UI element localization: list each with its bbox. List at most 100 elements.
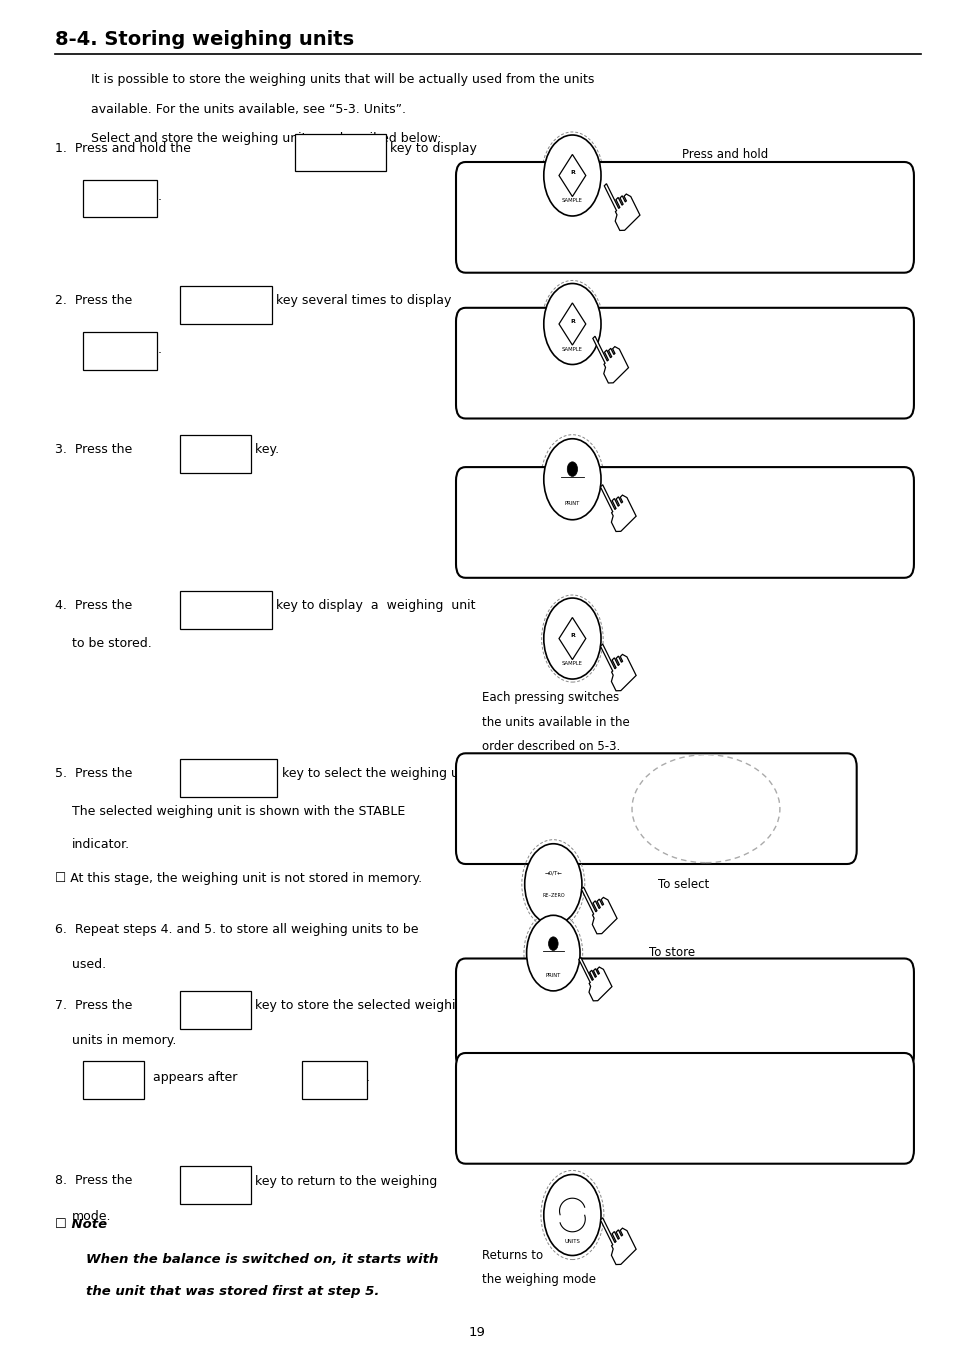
Text: SAMPLE: SAMPLE: [317, 146, 363, 159]
Text: the units available in the: the units available in the: [481, 716, 629, 729]
Text: To select: To select: [658, 878, 709, 891]
Text: UNITS: UNITS: [198, 1179, 233, 1192]
Circle shape: [548, 937, 558, 950]
Text: key to return to the weighing: key to return to the weighing: [251, 1174, 436, 1188]
Text: To store: To store: [648, 946, 694, 960]
Circle shape: [526, 915, 579, 991]
Text: →0/T←: →0/T←: [544, 871, 561, 875]
Text: UNITS: UNITS: [564, 1239, 579, 1243]
Polygon shape: [580, 887, 617, 934]
Text: the weighing mode: the weighing mode: [481, 1273, 595, 1287]
Text: key to select the weighing unit.: key to select the weighing unit.: [277, 767, 478, 780]
FancyBboxPatch shape: [456, 753, 856, 864]
Text: order described on 5-3.: order described on 5-3.: [481, 740, 619, 753]
FancyBboxPatch shape: [294, 134, 386, 171]
Circle shape: [543, 135, 600, 216]
Text: key to display  a  weighing  unit: key to display a weighing unit: [272, 599, 475, 613]
Circle shape: [524, 844, 581, 925]
FancyBboxPatch shape: [456, 308, 913, 418]
Polygon shape: [558, 154, 585, 197]
Text: .: .: [157, 343, 161, 356]
Circle shape: [543, 1174, 600, 1256]
Text: 5.  Press the: 5. Press the: [55, 767, 132, 780]
Text: g: g: [867, 524, 879, 541]
Text: Func: Func: [496, 204, 559, 231]
Text: Select and store the weighing units as described below:: Select and store the weighing units as d…: [91, 132, 440, 146]
Text: Press: Press: [667, 308, 698, 321]
Text: 8.  Press the: 8. Press the: [55, 1174, 132, 1188]
Text: to be stored.: to be stored.: [71, 637, 152, 651]
Polygon shape: [592, 336, 628, 383]
Text: Un it: Un it: [492, 795, 571, 822]
Text: R: R: [569, 319, 575, 324]
Text: key to display: key to display: [386, 142, 476, 155]
FancyBboxPatch shape: [180, 759, 276, 796]
Text: 19: 19: [468, 1326, 485, 1339]
Text: the unit that was stored first at step 5.: the unit that was stored first at step 5…: [86, 1285, 379, 1299]
Text: 6.  Repeat steps 4. and 5. to store all weighing units to be: 6. Repeat steps 4. and 5. to store all w…: [55, 923, 418, 937]
Text: SAMPLE: SAMPLE: [203, 603, 249, 617]
FancyBboxPatch shape: [180, 435, 251, 472]
Text: 8-4. Storing weighing units: 8-4. Storing weighing units: [55, 30, 355, 49]
FancyBboxPatch shape: [83, 332, 157, 370]
FancyBboxPatch shape: [180, 1166, 251, 1204]
FancyBboxPatch shape: [456, 162, 913, 273]
Text: End: End: [492, 999, 546, 1029]
Polygon shape: [599, 485, 636, 532]
Text: units in memory.: units in memory.: [71, 1034, 175, 1048]
Text: R: R: [569, 170, 575, 176]
Polygon shape: [578, 957, 611, 1000]
Text: id: id: [109, 1075, 118, 1085]
FancyBboxPatch shape: [456, 467, 913, 578]
Text: It is possible to store the weighing units that will be actually used from the u: It is possible to store the weighing uni…: [91, 73, 594, 86]
Text: End: End: [324, 1075, 345, 1085]
Text: R: R: [569, 633, 575, 639]
Text: key several times to display: key several times to display: [272, 294, 451, 308]
Text: SAMPLE: SAMPLE: [203, 298, 249, 312]
Text: ☐ At this stage, the weighing unit is not stored in memory.: ☐ At this stage, the weighing unit is no…: [55, 872, 422, 886]
Text: .: .: [365, 1071, 369, 1084]
Text: PRINT: PRINT: [198, 1003, 233, 1017]
Text: RE–ZERO: RE–ZERO: [541, 894, 564, 898]
Text: The selected weighing unit is shown with the STABLE: The selected weighing unit is shown with…: [71, 805, 404, 818]
Circle shape: [567, 462, 577, 477]
Text: appears after: appears after: [145, 1071, 237, 1084]
Text: id: id: [492, 1094, 528, 1123]
Circle shape: [543, 598, 600, 679]
Text: key.: key.: [251, 443, 278, 456]
FancyBboxPatch shape: [302, 1061, 367, 1099]
Circle shape: [543, 284, 600, 364]
Text: SAMPLE: SAMPLE: [561, 662, 582, 666]
Polygon shape: [599, 644, 636, 691]
Text: 3.  Press the: 3. Press the: [55, 443, 132, 456]
Text: 7.  Press the: 7. Press the: [55, 999, 132, 1012]
Text: ☐ Note: ☐ Note: [55, 1218, 108, 1231]
FancyBboxPatch shape: [83, 180, 157, 217]
Text: When the balance is switched on, it starts with: When the balance is switched on, it star…: [86, 1253, 437, 1266]
Text: o: o: [466, 767, 473, 776]
Text: Un it: Un it: [496, 509, 575, 536]
Text: key to store the selected weighing: key to store the selected weighing: [251, 999, 471, 1012]
Text: indicator.: indicator.: [71, 838, 130, 852]
Text: 1.  Press and hold the: 1. Press and hold the: [55, 142, 191, 155]
Text: Returns to: Returns to: [481, 1249, 542, 1262]
FancyBboxPatch shape: [456, 1053, 913, 1164]
Text: PRINT: PRINT: [545, 973, 560, 979]
Text: SAMPLE: SAMPLE: [561, 198, 582, 202]
Text: SAMPLE: SAMPLE: [561, 347, 582, 351]
Text: 4.  Press the: 4. Press the: [55, 599, 132, 613]
Text: available. For the units available, see “5-3. Units”.: available. For the units available, see …: [91, 103, 405, 116]
Text: PRINT: PRINT: [564, 501, 579, 506]
FancyBboxPatch shape: [83, 1061, 144, 1099]
Text: Press and hold: Press and hold: [681, 148, 767, 162]
Text: used.: used.: [71, 958, 106, 972]
Text: Un it: Un it: [107, 346, 133, 356]
Text: .: .: [157, 190, 161, 204]
FancyBboxPatch shape: [180, 991, 251, 1029]
Circle shape: [543, 439, 600, 520]
Text: mode.: mode.: [71, 1210, 111, 1223]
Polygon shape: [558, 302, 585, 346]
Text: 2.  Press the: 2. Press the: [55, 294, 132, 308]
Text: Un it: Un it: [496, 350, 575, 377]
Text: PRINT: PRINT: [198, 447, 233, 460]
